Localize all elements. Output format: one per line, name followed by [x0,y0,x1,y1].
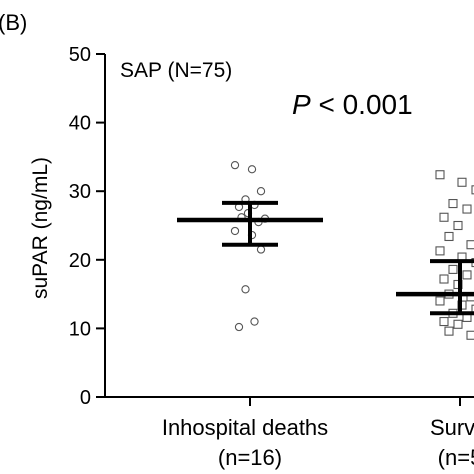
data-point [241,285,250,294]
chart-subtitle: SAP (N=75) [120,59,232,82]
p-value-annotation: P < 0.001 [292,89,413,120]
x-category-label: Survi [430,415,474,440]
data-point [444,326,454,336]
data-point [453,220,463,231]
data-point [435,246,445,256]
y-tick-label: 50 [69,44,91,66]
data-point [457,177,467,187]
y-tick-label: 40 [69,113,91,135]
data-point [439,212,449,222]
data-point [471,185,474,195]
data-point [448,198,458,209]
data-point [250,317,259,326]
p-value-text: < 0.001 [311,89,413,120]
data-point [448,264,458,274]
y-tick-label: 10 [69,318,91,340]
p-value-symbol: P [292,89,311,120]
data-point [435,296,445,306]
data-point [462,204,472,214]
y-tick-label: 20 [69,250,91,272]
data-point [462,270,472,280]
y-tick-label: 0 [80,387,91,409]
y-axis-label: suPAR (ng/mL) [29,157,52,299]
data-point [439,274,449,284]
data-point [234,322,244,332]
data-point [230,226,240,236]
x-category-count: (n=5 [438,445,474,470]
data-point [435,170,445,180]
data-point [256,245,266,254]
panel-label: (B) [0,10,27,35]
data-marks [177,160,474,340]
x-axis-labels: Inhospital deaths (n=16) Survi (n=5 [162,397,474,470]
x-category-label: Inhospital deaths [162,415,328,440]
data-point [247,165,257,174]
data-point [453,319,463,329]
data-point [444,231,454,242]
data-point [466,240,474,250]
data-point [439,316,449,327]
y-tick-label: 30 [69,181,91,203]
x-category-count: (n=16) [218,445,282,470]
data-point [471,304,474,314]
data-point [230,160,240,170]
data-point [256,187,266,196]
y-axis-ticks: 0 10 20 30 40 50 [69,44,105,409]
data-point [466,330,474,340]
